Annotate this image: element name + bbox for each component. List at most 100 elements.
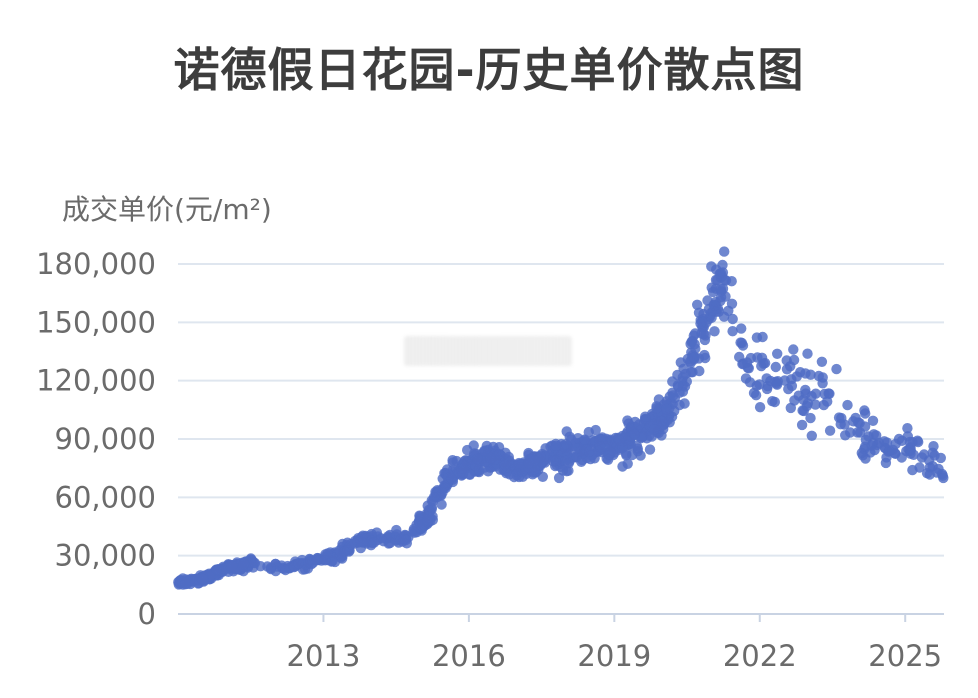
data-point (458, 463, 469, 474)
data-point (788, 344, 799, 355)
data-point (719, 246, 730, 257)
data-point (548, 456, 559, 467)
data-point (715, 283, 727, 295)
x-tick-label: 2016 (432, 639, 506, 673)
data-point (693, 307, 705, 318)
data-point (707, 286, 719, 298)
data-point (938, 472, 949, 484)
data-point (710, 274, 722, 286)
data-point (927, 447, 938, 458)
data-point (523, 458, 535, 469)
x-tick-label: 2025 (868, 639, 942, 673)
data-point (280, 564, 291, 576)
data-point (422, 511, 434, 523)
data-point (462, 444, 473, 456)
data-point (570, 443, 582, 454)
data-point (557, 465, 569, 476)
data-point (464, 469, 476, 480)
data-point (561, 426, 572, 437)
data-point (661, 403, 672, 415)
data-point (627, 449, 638, 461)
data-point (644, 444, 656, 455)
data-point (579, 434, 590, 445)
data-point (293, 558, 304, 569)
y-tick-label: 150,000 (36, 305, 156, 339)
data-point (409, 527, 420, 538)
data-point (472, 453, 483, 465)
data-point (605, 447, 616, 458)
data-point (629, 429, 640, 440)
data-point (791, 371, 802, 382)
data-point (802, 348, 813, 359)
data-point (908, 449, 919, 460)
data-point (896, 435, 908, 446)
data-point (249, 557, 261, 569)
data-point (709, 300, 720, 311)
data-point (845, 427, 856, 438)
data-point (537, 471, 548, 482)
data-point (817, 372, 828, 383)
data-point (836, 412, 847, 424)
data-point (881, 437, 893, 448)
data-point (197, 573, 208, 585)
data-point (736, 323, 747, 334)
data-point (762, 380, 773, 392)
data-point (651, 403, 662, 414)
y-tick-label: 180,000 (36, 247, 156, 281)
data-point (709, 326, 720, 337)
data-point (668, 390, 679, 401)
data-point (346, 538, 357, 550)
data-point (499, 459, 511, 471)
data-point (692, 299, 703, 310)
data-point (800, 368, 811, 379)
data-point (935, 452, 946, 464)
data-point (680, 368, 691, 380)
y-tick-label: 120,000 (36, 364, 156, 398)
data-point (355, 542, 366, 554)
data-point (871, 430, 882, 441)
data-point (740, 373, 752, 384)
data-point (770, 361, 781, 373)
data-point (617, 461, 628, 472)
data-point (698, 329, 709, 340)
data-point (440, 482, 451, 494)
data-point (696, 315, 708, 327)
chart-title: 诺德假日花园-历史单价散点图 (173, 43, 805, 97)
data-point (614, 435, 625, 446)
data-point (904, 436, 916, 448)
data-point (848, 416, 859, 427)
data-point (757, 331, 768, 343)
x-tick-label: 2019 (577, 639, 651, 673)
y-tick-label: 30,000 (55, 539, 156, 573)
data-point (595, 441, 606, 453)
y-axis-label: 成交单价(元/m²) (62, 193, 272, 226)
data-point (180, 578, 191, 589)
data-point (896, 452, 907, 463)
data-point (866, 440, 877, 451)
data-point (485, 452, 496, 464)
data-point (664, 417, 675, 428)
data-point (211, 564, 222, 575)
data-point (447, 457, 458, 468)
data-point (550, 440, 562, 451)
data-point (699, 349, 710, 361)
data-point (772, 348, 783, 359)
data-point (902, 423, 913, 434)
data-point (863, 431, 874, 442)
data-point (831, 363, 842, 375)
data-point (689, 328, 701, 339)
x-tick-label: 2013 (287, 639, 361, 673)
data-point (238, 559, 249, 570)
data-point (590, 424, 601, 436)
data-point (796, 419, 808, 431)
x-tick-label: 2022 (723, 639, 797, 673)
data-point (428, 492, 440, 503)
y-tick-label: 60,000 (55, 480, 156, 514)
data-point (689, 339, 700, 350)
data-point (770, 376, 781, 387)
x-tick-labels: 2013 2016 2019 2022 2025 (287, 614, 942, 673)
data-point (368, 537, 380, 548)
data-point (446, 473, 457, 484)
